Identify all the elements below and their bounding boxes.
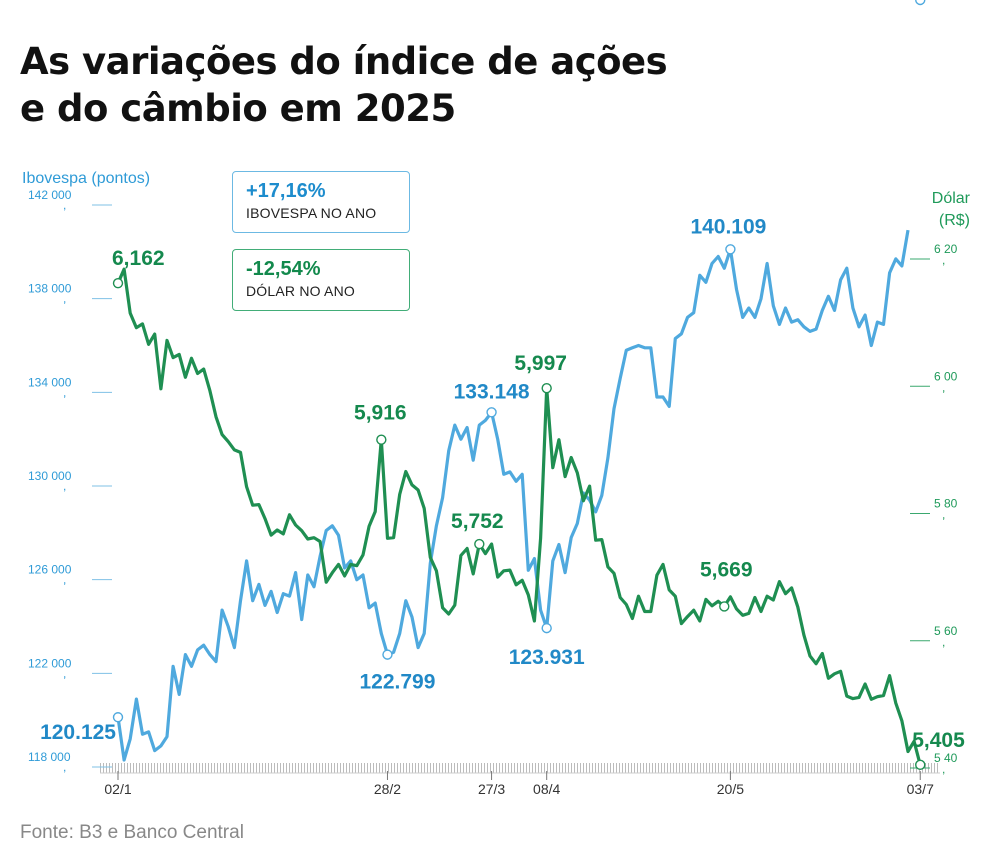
ibovespa-change-label: IBOVESPA NO ANO (246, 205, 377, 221)
right-axis-title-line-2: (R$) (938, 212, 970, 229)
ibovespa-value-label: 120.125 (40, 721, 116, 744)
dolar-value-label: 5,752 (451, 510, 504, 533)
right-tick-label: 6 20 (934, 242, 958, 256)
dolar-value-label: 5,669 (700, 558, 753, 581)
left-tick-comma: , (63, 573, 66, 587)
source-note: Fonte: B3 e Banco Central (20, 822, 244, 843)
dolar-marker (719, 601, 730, 612)
dolar-value-label: 5,405 (912, 729, 965, 752)
ibovespa-marker (486, 407, 497, 418)
ibovespa-summary-box: +17,16% IBOVESPA NO ANO (232, 171, 410, 233)
left-tick-comma: , (63, 385, 66, 399)
dolar-value-label: 5,997 (514, 352, 567, 375)
right-tick-label: 6 00 (934, 369, 958, 383)
x-tick-label: 02/1 (104, 781, 131, 797)
right-tick-label: 5 80 (934, 497, 958, 511)
right-axis-title: Dólar (R$) (932, 188, 970, 232)
dolar-marker (915, 759, 926, 771)
right-tick-comma: , (942, 380, 945, 394)
left-tick-comma: , (63, 198, 66, 212)
dolar-marker (541, 382, 552, 394)
ibovespa-marker (541, 622, 552, 634)
dolar-marker (474, 538, 485, 550)
dolar-value-label: 6,162 (112, 247, 165, 270)
dolar-marker (376, 434, 387, 445)
left-tick-comma: , (63, 666, 66, 680)
ibovespa-value-label: 123.931 (509, 646, 585, 669)
left-tick-label: 142 000 (28, 188, 72, 202)
dolar-line (116, 267, 922, 766)
x-tick-label: 08/4 (533, 781, 560, 797)
left-tick-comma: , (63, 760, 66, 774)
x-tick-label: 28/2 (374, 781, 401, 797)
left-tick-label: 126 000 (28, 563, 72, 577)
right-tick-comma: , (942, 253, 945, 267)
ibovespa-marker (915, 0, 926, 6)
ibovespa-value-label: 133.148 (454, 380, 530, 403)
ibovespa-value-label: 140.109 (690, 215, 766, 238)
right-tick-comma: , (942, 508, 945, 522)
right-tick-comma: , (942, 762, 945, 776)
left-tick-label: 118 000 (28, 750, 71, 764)
chart-title: As variações do índice de ações e do câm… (20, 38, 780, 132)
dolar-marker (112, 277, 124, 289)
ibovespa-value-label: 122.799 (359, 671, 435, 694)
dolar-summary-box: -12,54% DÓLAR NO ANO (232, 249, 410, 311)
ibovespa-value-label: 140.927 (836, 0, 912, 5)
left-tick-comma: , (63, 292, 66, 306)
title-line-2: e do câmbio em 2025 (20, 87, 456, 130)
x-tick-label: 03/7 (907, 781, 934, 797)
ibovespa-change-pct: +17,16% (246, 180, 326, 202)
x-tick-label: 20/5 (717, 781, 744, 797)
dolar-change-label: DÓLAR NO ANO (246, 283, 355, 299)
left-tick-label: 134 000 (28, 375, 72, 389)
title-line-1: As variações do índice de ações (20, 40, 668, 83)
left-tick-comma: , (63, 479, 66, 493)
left-tick-label: 130 000 (28, 469, 72, 483)
right-tick-comma: , (942, 635, 945, 649)
right-tick-label: 5 60 (934, 624, 958, 638)
ibovespa-marker (725, 244, 736, 255)
ibovespa-line (116, 229, 910, 762)
ibovespa-marker (382, 649, 393, 660)
dolar-value-label: 5,916 (354, 402, 407, 425)
ibovespa-marker (112, 712, 124, 723)
dolar-change-pct: -12,54% (246, 258, 321, 280)
right-axis-title-line-1: Dólar (931, 190, 970, 207)
left-axis-title: Ibovespa (pontos) (22, 170, 151, 187)
right-tick-label: 5 40 (934, 751, 958, 765)
left-tick-label: 122 000 (28, 656, 72, 670)
x-tick-label: 27/3 (478, 781, 505, 797)
left-tick-label: 138 000 (28, 282, 72, 296)
